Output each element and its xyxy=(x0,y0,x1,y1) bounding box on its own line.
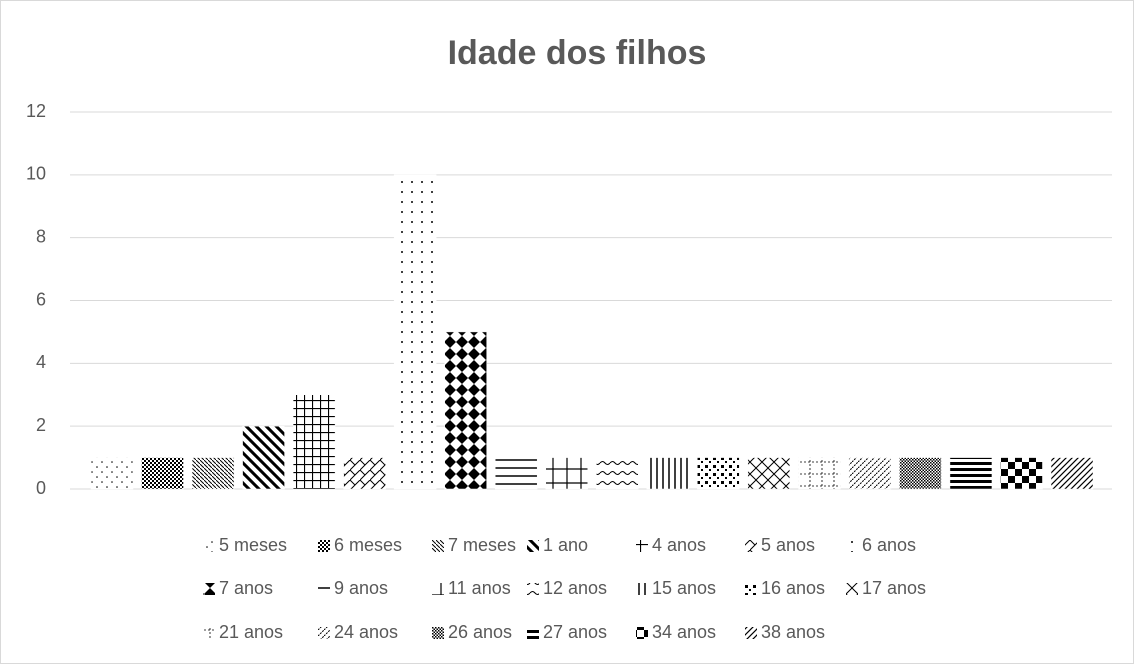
legend-label: 12 anos xyxy=(543,578,607,598)
bar xyxy=(242,425,285,490)
y-tick-label: 10 xyxy=(26,164,46,184)
y-tick-label: 12 xyxy=(26,101,46,121)
legend-swatch xyxy=(745,627,757,639)
legend-label: 26 anos xyxy=(448,622,512,642)
legend-label: 6 meses xyxy=(334,535,402,555)
legend-swatch xyxy=(318,540,330,552)
bar xyxy=(141,457,184,490)
bar xyxy=(191,457,235,490)
bar xyxy=(1000,457,1043,490)
legend-label: 15 anos xyxy=(652,578,716,598)
legend-label: 24 anos xyxy=(334,622,398,642)
chart-title: Idade dos filhos xyxy=(448,34,707,72)
legend-label: 16 anos xyxy=(761,578,825,598)
legend-swatch xyxy=(432,583,444,595)
legend-swatch xyxy=(745,540,757,552)
bar xyxy=(444,331,487,490)
legend-swatch xyxy=(318,627,330,639)
bar xyxy=(697,457,740,490)
bar xyxy=(646,457,690,490)
y-tick-label: 8 xyxy=(36,226,46,246)
legend-swatch xyxy=(203,627,215,639)
legend-swatch xyxy=(527,540,539,552)
y-tick-label: 2 xyxy=(36,415,46,435)
legend-label: 11 anos xyxy=(448,578,511,598)
bar xyxy=(545,457,588,490)
legend-swatch xyxy=(846,540,858,552)
bar xyxy=(343,457,386,490)
legend-label: 17 anos xyxy=(862,578,926,598)
legend-swatch xyxy=(745,583,757,595)
bar xyxy=(848,457,892,490)
legend-swatch xyxy=(636,627,648,639)
legend-label: 38 anos xyxy=(761,622,825,642)
legend-swatch xyxy=(527,627,539,639)
legend-swatch xyxy=(203,540,215,552)
legend-swatch xyxy=(636,540,648,552)
legend-swatch xyxy=(203,583,215,595)
bar xyxy=(292,394,336,490)
legend-label: 1 ano xyxy=(543,535,588,555)
legend-label: 27 anos xyxy=(543,622,607,642)
bar xyxy=(1050,457,1094,490)
legend-label: 34 anos xyxy=(652,622,716,642)
bar xyxy=(899,457,942,490)
legend-label: 6 anos xyxy=(862,535,916,555)
legend-swatch xyxy=(432,540,444,552)
bar xyxy=(393,174,437,490)
y-tick-label: 4 xyxy=(36,352,46,372)
y-tick-label: 0 xyxy=(36,478,46,498)
legend-label: 5 meses xyxy=(219,535,287,555)
bar xyxy=(494,457,538,490)
y-tick-label: 6 xyxy=(36,289,46,309)
legend-label: 4 anos xyxy=(652,535,706,555)
bar xyxy=(949,457,993,490)
bar xyxy=(747,457,791,490)
bar xyxy=(90,457,134,490)
legend-swatch xyxy=(636,583,648,595)
legend-swatch xyxy=(318,583,330,595)
legend-label: 21 anos xyxy=(219,622,283,642)
legend-label: 7 meses xyxy=(448,535,516,555)
bar xyxy=(798,457,841,490)
legend-label: 9 anos xyxy=(334,578,388,598)
legend-swatch xyxy=(432,627,444,639)
bar xyxy=(596,457,639,490)
legend-swatch xyxy=(846,583,858,595)
legend-label: 5 anos xyxy=(761,535,815,555)
legend-label: 7 anos xyxy=(219,578,273,598)
legend-swatch xyxy=(527,583,539,595)
